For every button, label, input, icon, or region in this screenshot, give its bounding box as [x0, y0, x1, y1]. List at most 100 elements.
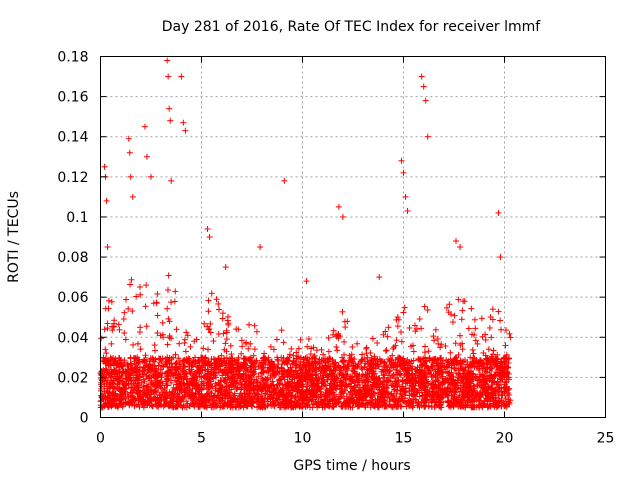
data-point — [404, 207, 411, 214]
data-point — [497, 317, 504, 324]
data-point — [155, 362, 162, 369]
data-point — [498, 326, 505, 333]
data-point — [418, 325, 425, 332]
data-point — [369, 335, 376, 342]
data-point — [206, 234, 213, 240]
y-tick-label: 0.04 — [57, 330, 88, 346]
data-point — [126, 149, 133, 156]
data-point — [129, 193, 136, 200]
data-point — [148, 173, 154, 180]
data-point — [253, 328, 260, 335]
y-tick-labels: 0 0.02 0.04 0.06 0.08 0.1 0.12 0.14 0.16 0.18 — [57, 50, 88, 427]
data-point — [422, 97, 429, 104]
data-point — [325, 334, 332, 341]
data-point — [143, 153, 150, 160]
data-point — [219, 310, 226, 317]
data-point — [137, 346, 144, 353]
data-point — [178, 73, 185, 80]
data-point — [154, 330, 161, 337]
data-point — [171, 298, 178, 305]
data-point — [101, 163, 108, 170]
data-point — [406, 324, 413, 331]
data-point — [172, 288, 179, 295]
x-axis-label: GPS time / hours — [293, 458, 410, 474]
data-point — [135, 340, 142, 347]
data-point — [204, 225, 211, 232]
data-point — [437, 344, 444, 351]
data-point — [219, 315, 226, 322]
data-point — [453, 238, 460, 245]
data-point — [471, 316, 478, 323]
data-point — [458, 316, 465, 323]
data-point — [182, 348, 189, 355]
data-point — [168, 177, 175, 184]
y-tick-label: 0.12 — [57, 170, 88, 186]
data-point — [442, 343, 449, 350]
x-tick-label: 15 — [395, 431, 413, 447]
x-tick-label: 0 — [96, 431, 105, 447]
data-point — [257, 244, 264, 251]
data-point — [400, 169, 407, 176]
data-point — [490, 347, 497, 354]
data-point — [411, 322, 418, 329]
data-point — [303, 278, 310, 285]
data-point — [215, 300, 222, 307]
data-point — [468, 305, 475, 312]
data-point — [430, 333, 437, 340]
data-point — [423, 358, 430, 365]
data-point — [143, 282, 150, 289]
data-point — [164, 305, 171, 312]
data-point — [121, 330, 128, 337]
data-point — [350, 368, 357, 375]
data-point — [138, 379, 145, 386]
data-point — [167, 117, 174, 124]
data-point — [297, 336, 304, 343]
data-point — [222, 264, 229, 271]
data-point — [424, 306, 431, 313]
data-point — [421, 303, 428, 310]
y-axis-label: ROTI / TECUs — [6, 191, 22, 283]
data-point — [152, 347, 159, 354]
data-point — [313, 347, 320, 354]
data-point — [128, 276, 135, 283]
data-point — [416, 316, 423, 323]
data-point — [251, 322, 258, 329]
data-point — [288, 345, 295, 352]
data-point — [367, 349, 374, 356]
data-point — [166, 105, 173, 112]
data-point — [165, 286, 172, 293]
data-point — [205, 346, 212, 353]
data-point — [320, 351, 327, 358]
data-point — [478, 315, 485, 322]
data-point — [143, 372, 150, 379]
data-point — [472, 325, 479, 332]
data-point — [105, 297, 112, 304]
data-point — [261, 350, 268, 357]
data-point — [208, 290, 215, 297]
data-point — [286, 351, 293, 358]
data-point — [150, 300, 157, 307]
data-point — [469, 346, 476, 353]
data-point — [168, 299, 175, 306]
data-point — [173, 326, 180, 333]
data-point — [154, 290, 161, 297]
data-point — [180, 119, 187, 126]
data-point — [402, 193, 409, 200]
data-point — [251, 346, 258, 353]
data-point — [400, 309, 407, 316]
data-point — [363, 345, 370, 352]
data-point — [165, 73, 172, 80]
data-point — [447, 349, 454, 356]
data-point — [507, 334, 514, 341]
y-tick-label: 0.18 — [57, 50, 88, 66]
data-point — [410, 348, 417, 355]
data-point — [432, 326, 439, 333]
data-point — [108, 340, 115, 347]
data-point — [165, 272, 172, 279]
grid-lines — [100, 56, 606, 418]
data-point — [137, 291, 144, 298]
data-point — [497, 254, 504, 261]
data-point — [351, 356, 358, 363]
data-point — [363, 344, 370, 351]
